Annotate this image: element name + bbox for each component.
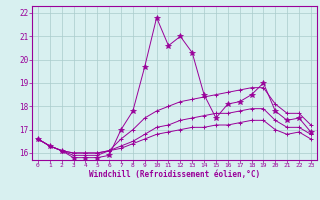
X-axis label: Windchill (Refroidissement éolien,°C): Windchill (Refroidissement éolien,°C) bbox=[89, 170, 260, 179]
